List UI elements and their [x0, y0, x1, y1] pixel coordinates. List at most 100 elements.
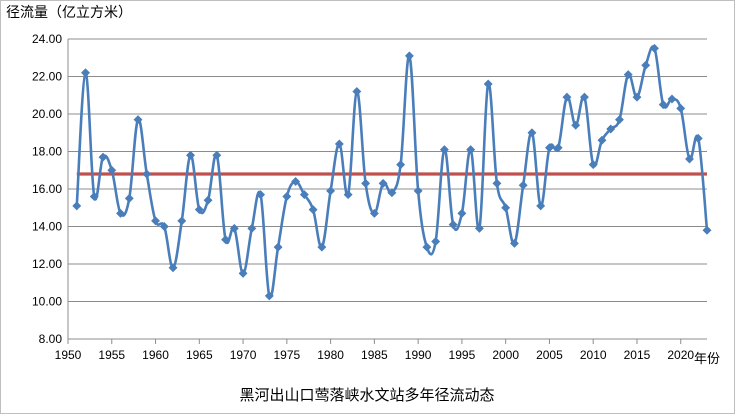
- data-point-marker: [509, 238, 519, 248]
- data-point-marker: [168, 263, 178, 273]
- data-point-marker: [396, 160, 406, 170]
- x-tick-label: 1995: [449, 348, 476, 362]
- x-tick-label: 2000: [492, 348, 519, 362]
- data-point-marker: [553, 143, 563, 153]
- data-point-marker: [203, 195, 213, 205]
- data-point-marker: [404, 51, 414, 61]
- y-tick-label: 18.00: [32, 145, 62, 159]
- data-point-marker: [212, 150, 222, 160]
- data-point-marker: [72, 201, 82, 211]
- x-tick-label: 1975: [273, 348, 300, 362]
- data-point-marker: [623, 70, 633, 80]
- data-point-marker: [124, 193, 134, 203]
- data-point-marker: [676, 103, 686, 113]
- data-point-marker: [483, 79, 493, 89]
- series-group: [72, 43, 712, 301]
- x-tick-label: 1950: [55, 348, 82, 362]
- data-point-marker: [658, 100, 668, 110]
- data-point-marker: [439, 145, 449, 155]
- y-tick-label: 8.00: [39, 332, 63, 346]
- data-point-marker: [448, 220, 458, 230]
- y-tick-label: 10.00: [32, 295, 62, 309]
- runoff-series-line: [75, 45, 709, 299]
- data-point-marker: [282, 191, 292, 202]
- data-point-marker: [571, 120, 581, 130]
- data-point-marker: [413, 186, 423, 196]
- data-point-marker: [632, 92, 642, 102]
- y-tick-labels: 8.00 10.00 12.00 14.00 16.00 18.00 20.00 22.00 2…: [32, 32, 62, 346]
- data-point-marker: [614, 115, 625, 125]
- data-point-marker: [299, 190, 309, 200]
- data-point-marker: [115, 208, 126, 218]
- data-point-marker: [527, 128, 537, 138]
- data-point-marker: [89, 191, 99, 202]
- data-point-marker: [518, 180, 528, 190]
- x-tick-label: 1990: [405, 348, 432, 362]
- x-tick-label: 1955: [98, 348, 125, 362]
- data-point-marker: [536, 201, 546, 211]
- data-point-marker: [107, 165, 117, 175]
- data-point-marker: [693, 133, 703, 143]
- data-point-marker: [133, 115, 143, 125]
- x-tick-label: 2015: [624, 348, 651, 362]
- gridlines: [67, 38, 707, 344]
- data-point-marker: [159, 221, 169, 232]
- data-point-marker: [150, 216, 161, 226]
- data-point-marker: [256, 190, 266, 200]
- data-point-marker: [98, 152, 108, 162]
- data-point-marker: [597, 135, 607, 145]
- data-point-marker: [649, 43, 660, 53]
- data-point-marker: [501, 203, 511, 213]
- data-point-marker: [317, 242, 327, 252]
- y-tick-label: 12.00: [32, 257, 62, 271]
- data-point-marker: [352, 86, 362, 97]
- y-axis-label: 径流量（亿立方米）: [6, 5, 132, 21]
- data-point-marker: [291, 176, 301, 187]
- x-axis-unit-label: 年份: [694, 352, 720, 367]
- chart-caption: 黑河出山口莺落峡水文站多年径流动态: [239, 386, 494, 404]
- y-tick-label: 16.00: [32, 182, 62, 196]
- data-point-marker: [177, 216, 187, 226]
- y-tick-label: 20.00: [32, 107, 62, 121]
- data-point-marker: [378, 178, 388, 188]
- data-point-marker: [264, 291, 274, 301]
- data-point-marker: [361, 178, 371, 188]
- data-point-marker: [684, 154, 695, 164]
- y-tick-label: 14.00: [32, 220, 62, 234]
- x-tick-label: 2010: [580, 348, 607, 362]
- y-tick-label: 22.00: [32, 70, 62, 84]
- data-point-marker: [588, 160, 598, 170]
- data-point-marker: [579, 92, 590, 102]
- data-point-marker: [80, 68, 91, 78]
- data-point-marker: [194, 205, 204, 215]
- data-point-marker: [562, 92, 572, 102]
- data-point-marker: [229, 223, 239, 233]
- data-point-marker: [466, 145, 476, 155]
- data-point-marker: [273, 242, 283, 252]
- data-point-marker: [343, 190, 353, 200]
- x-tick-label: 1965: [186, 348, 213, 362]
- data-point-marker: [702, 225, 712, 235]
- data-point-marker: [606, 124, 616, 134]
- data-point-marker: [247, 223, 257, 233]
- data-point-marker: [238, 268, 248, 278]
- data-point-marker: [474, 223, 484, 233]
- data-point-marker: [369, 208, 379, 218]
- x-tick-label: 1985: [361, 348, 388, 362]
- x-tick-labels: 1950 1955 1960 1965 1970 1975 1980 1985 1990 1995…: [55, 348, 695, 362]
- x-tick-label: 1960: [142, 348, 169, 362]
- data-point-marker: [326, 186, 336, 196]
- data-point-marker: [667, 94, 677, 104]
- data-point-marker: [544, 143, 554, 153]
- x-tick-label: 1980: [317, 348, 344, 362]
- data-point-marker: [221, 235, 231, 245]
- x-tick-label: 1970: [230, 348, 257, 362]
- data-point-marker: [641, 60, 651, 70]
- data-point-marker: [422, 242, 432, 252]
- data-point-marker: [457, 208, 467, 218]
- data-point-marker: [431, 236, 441, 247]
- x-tick-label: 2020: [667, 348, 694, 362]
- data-point-marker: [308, 205, 318, 215]
